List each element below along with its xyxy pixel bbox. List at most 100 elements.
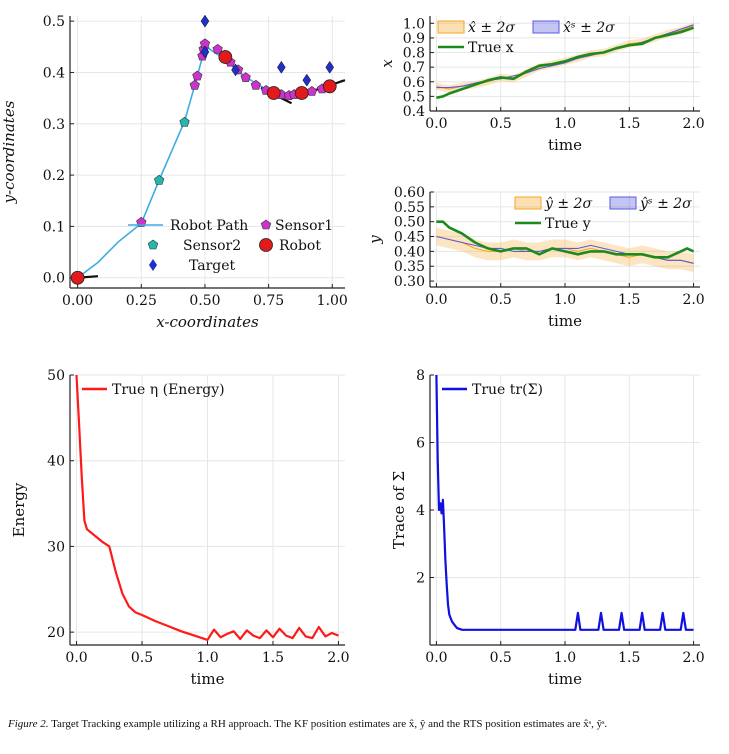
legend-robot-path: Robot Path bbox=[170, 218, 248, 234]
y-tick-label: 0.1 bbox=[43, 219, 65, 235]
y-tick-label: 0.8 bbox=[403, 46, 425, 62]
x-tick-label: 0.50 bbox=[189, 293, 220, 309]
legend-sensor1-swatch bbox=[260, 219, 272, 230]
x-tick-label: 1.5 bbox=[618, 650, 640, 666]
y-tick-label: 30 bbox=[47, 539, 65, 555]
sensor1-marker bbox=[250, 79, 261, 90]
legend-y-estimate: ŷ ± 2σ ŷˢ ± 2σ True y bbox=[514, 195, 692, 232]
target-marker bbox=[200, 45, 210, 59]
legend-rts-swatch bbox=[609, 196, 637, 210]
y-tick-label: 0.45 bbox=[394, 230, 425, 246]
x-tick-label: 0.0 bbox=[425, 650, 447, 666]
chart-trace: 0.0 0.5 1.0 1.5 2.0 2 4 6 8 time Trace of Σ True tr… bbox=[390, 368, 705, 688]
legend-kf-swatch bbox=[437, 20, 465, 34]
figure-caption: Figure 2. Target Tracking example utiliz… bbox=[8, 718, 723, 730]
x-tick-label: 0.0 bbox=[65, 650, 87, 666]
x-axis-label: time bbox=[548, 136, 582, 154]
x-tick-label: 1.5 bbox=[262, 650, 284, 666]
y-tick-label: 0.4 bbox=[43, 65, 65, 81]
legend-energy: True η (Energy) bbox=[82, 382, 225, 398]
y-tick-label: 0.50 bbox=[394, 215, 425, 231]
legend-kf-swatch bbox=[514, 196, 542, 210]
legend-label: True η (Energy) bbox=[112, 382, 225, 398]
x-axis-label: time bbox=[191, 670, 225, 688]
robot-marker bbox=[294, 86, 309, 100]
kf-uncertainty-band bbox=[436, 22, 694, 93]
robot-marker bbox=[266, 86, 281, 100]
sensor1-marker bbox=[192, 70, 203, 81]
x-tick-label: 0.00 bbox=[62, 293, 93, 309]
legend-kf-label: x̂ ± 2σ bbox=[468, 20, 515, 36]
y-tick-label: 0.4 bbox=[403, 104, 425, 120]
sensor2-marker bbox=[179, 116, 190, 127]
caption-text: Target Tracking example utilizing a RH a… bbox=[51, 718, 608, 730]
x-tick-label: 2.0 bbox=[682, 292, 704, 308]
x-tick-label: 0.5 bbox=[490, 292, 512, 308]
y-tick-label: 0.5 bbox=[403, 89, 425, 105]
sensor1-marker bbox=[189, 79, 200, 90]
y-tick-label: 0.5 bbox=[43, 14, 65, 30]
sensor1-marker bbox=[136, 216, 147, 227]
legend-robot: Robot bbox=[279, 238, 321, 254]
legend-x-estimate: x̂ ± 2σ x̂ˢ ± 2σ True x bbox=[437, 20, 615, 56]
robot-marker bbox=[218, 50, 233, 64]
x-tick-label: 0.25 bbox=[126, 293, 157, 309]
legend-rts-label: ŷˢ ± 2σ bbox=[639, 195, 692, 212]
x-tick-label: 0.5 bbox=[490, 116, 512, 132]
y-tick-label: 0.9 bbox=[403, 31, 425, 47]
legend-robot-swatch bbox=[259, 238, 273, 252]
y-axis-label: Trace of Σ bbox=[390, 471, 408, 549]
y-tick-label: 50 bbox=[47, 368, 65, 384]
x-tick-label: 0.5 bbox=[131, 650, 153, 666]
y-tick-label: 0.7 bbox=[403, 60, 425, 76]
y-tick-label: 0.30 bbox=[394, 274, 425, 290]
figure-canvas: 0.00 0.25 0.50 0.75 1.000.00.10.20.30.40.5x-… bbox=[0, 14, 705, 688]
chart-x-estimate: 0.0 0.5 1.0 1.5 2.00.40.50.60.70.80.91.0time… bbox=[378, 16, 705, 154]
legend-target: Target bbox=[189, 258, 236, 274]
x-tick-label: 1.00 bbox=[317, 293, 348, 309]
x-tick-label: 2.0 bbox=[327, 650, 349, 666]
x-tick-label: 1.0 bbox=[196, 650, 218, 666]
legend-label: True tr(Σ) bbox=[472, 382, 543, 398]
trajectory-legend: Robot Path Sensor1 Sensor2 Robot Target bbox=[128, 218, 333, 274]
chart-energy: 0.0 0.5 1.0 1.5 2.0 20 30 40 50 time Energy True η … bbox=[10, 368, 350, 688]
target-marker bbox=[200, 14, 210, 28]
x-axis-label: time bbox=[548, 670, 582, 688]
y-axis-label: y-coordinates bbox=[0, 100, 18, 204]
y-axis-label: y bbox=[366, 235, 384, 245]
y-tick-label: 2 bbox=[416, 571, 425, 587]
y-tick-label: 0.40 bbox=[394, 244, 425, 260]
sensor1-marker bbox=[240, 72, 251, 82]
y-tick-label: 0.0 bbox=[43, 271, 65, 287]
y-axis-label: x bbox=[378, 59, 396, 68]
chart-y-estimate: 0.0 0.5 1.0 1.5 2.0 0.300.350.400.450.500.550… bbox=[366, 185, 705, 330]
legend-sensor1: Sensor1 bbox=[275, 218, 333, 234]
target-marker bbox=[325, 60, 335, 74]
y-tick-label: 20 bbox=[47, 625, 65, 641]
target-marker bbox=[302, 73, 312, 87]
y-tick-label: 1.0 bbox=[403, 16, 425, 32]
target-marker bbox=[277, 60, 286, 74]
x-tick-label: 2.0 bbox=[682, 650, 704, 666]
x-tick-label: 1.0 bbox=[554, 116, 576, 132]
x-tick-label: 0.75 bbox=[253, 293, 284, 309]
legend-true-label: True y bbox=[545, 216, 591, 232]
legend-target-swatch bbox=[149, 259, 157, 271]
robot-marker bbox=[322, 79, 337, 94]
y-tick-label: 0.6 bbox=[403, 75, 425, 91]
sensor2-marker bbox=[154, 174, 165, 185]
y-axis-label: Energy bbox=[10, 482, 28, 537]
legend-sensor2: Sensor2 bbox=[183, 238, 241, 254]
y-tick-label: 0.60 bbox=[394, 185, 425, 201]
x-tick-label: 1.5 bbox=[618, 292, 640, 308]
y-tick-label: 8 bbox=[416, 368, 425, 384]
legend-rts-swatch bbox=[532, 20, 560, 34]
x-axis-label: x-coordinates bbox=[156, 313, 259, 331]
x-tick-label: 1.5 bbox=[618, 116, 640, 132]
legend-kf-label: ŷ ± 2σ bbox=[544, 195, 592, 212]
y-tick-label: 0.55 bbox=[394, 200, 425, 216]
legend-rts-label: x̂ˢ ± 2σ bbox=[563, 20, 615, 36]
y-tick-label: 4 bbox=[416, 503, 425, 519]
x-tick-label: 0.5 bbox=[490, 650, 512, 666]
chart-trajectory: 0.00 0.25 0.50 0.75 1.00 0.0 0.1 0.2 0.3 0.4 0.5 x-… bbox=[0, 14, 348, 331]
